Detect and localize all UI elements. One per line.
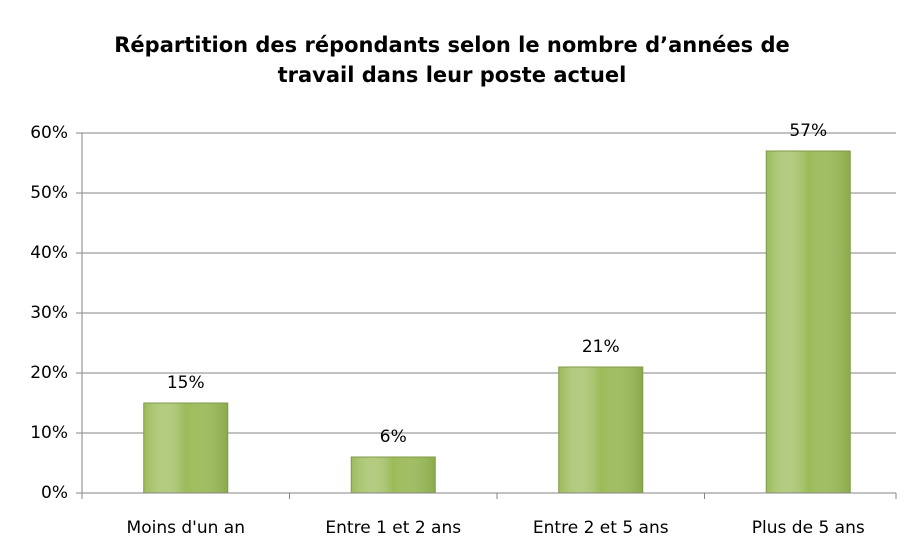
value-label: 21%	[582, 337, 620, 357]
y-tick-label: 60%	[30, 123, 68, 143]
x-tick-label: Entre 2 et 5 ans	[533, 518, 669, 538]
bar-shade	[350, 456, 436, 494]
y-tick-label: 0%	[41, 483, 68, 503]
value-label: 6%	[380, 427, 407, 447]
y-tick-label: 10%	[30, 423, 68, 443]
bar-shade	[558, 366, 644, 494]
value-label: 57%	[789, 121, 827, 141]
y-tick-label: 30%	[30, 303, 68, 323]
y-tick-label: 20%	[30, 363, 68, 383]
y-tick-label: 40%	[30, 243, 68, 263]
y-tick-label: 50%	[30, 183, 68, 203]
bar-shade	[765, 150, 851, 494]
bar-shade	[143, 402, 229, 494]
x-tick-label: Entre 1 et 2 ans	[325, 518, 461, 538]
x-tick-label: Plus de 5 ans	[752, 518, 865, 538]
x-tick-label: Moins d'un an	[127, 518, 245, 538]
value-label: 15%	[167, 373, 205, 393]
chart-title: travail dans leur poste actuel	[278, 63, 627, 87]
chart-title: Répartition des répondants selon le nomb…	[114, 33, 789, 57]
